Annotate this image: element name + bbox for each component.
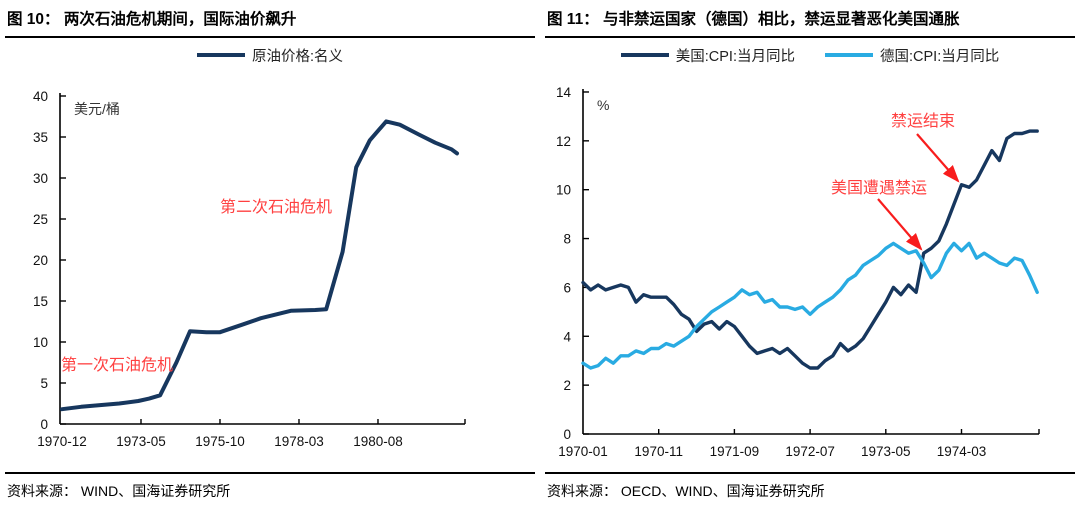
annotation-text: 美国遭遇禁运 [831, 179, 927, 197]
y-tick-label: 0 [563, 427, 571, 442]
annotation-arrow [877, 198, 923, 251]
x-tick-label: 1973-05 [861, 444, 911, 459]
series-line-1 [581, 241, 1039, 370]
legend-item: 原油价格:名义 [196, 45, 344, 66]
y-tick-label: 40 [33, 89, 48, 104]
figure-11-legend: 美国:CPI:当月同比 德国:CPI:当月同比 [545, 38, 1075, 72]
y-tick-label: 35 [33, 130, 48, 145]
y-tick-label: 5 [40, 376, 48, 391]
y-tick-label: 10 [33, 335, 48, 350]
y-tick-label: 8 [563, 232, 571, 247]
series-line-0 [60, 119, 459, 412]
annotation-arrow [916, 133, 960, 183]
legend-item: 德国:CPI:当月同比 [825, 45, 999, 66]
series-line-0 [581, 129, 1039, 370]
legend-line-swatch [825, 53, 873, 57]
annotation-text: 第一次石油危机 [61, 356, 173, 374]
legend-item: 美国:CPI:当月同比 [620, 45, 795, 66]
annotation-text: 第二次石油危机 [220, 198, 332, 216]
y-tick-label: 15 [33, 294, 48, 309]
legend-label: 原油价格:名义 [251, 48, 344, 65]
x-tick-label: 1978-03 [274, 434, 324, 449]
y-axis-unit-label: 美元/桶 [74, 101, 120, 117]
x-tick-label: 1975-10 [195, 434, 245, 449]
legend-line-swatch [196, 53, 245, 57]
x-tick-label: 1980-08 [353, 434, 403, 449]
y-tick-label: 2 [563, 378, 571, 393]
figure-10-source: 资料来源： WIND、国海证券研究所 [5, 472, 535, 501]
oil-price-line-chart: 0 5 10 15 20 25 30 35 40 1970-12 1973-05 1975-10 197… [33, 89, 466, 449]
figure-11-source: 资料来源： OECD、WIND、国海证券研究所 [545, 472, 1075, 501]
figure-10-title: 图 10： 两次石油危机期间，国际油价飙升 [5, 5, 535, 38]
x-tick-label: 1971-09 [710, 444, 760, 459]
y-tick-label: 20 [33, 253, 48, 268]
x-tick-label: 1970-01 [558, 444, 608, 459]
figure-10-panel: 图 10： 两次石油危机期间，国际油价飙升 原油价格:名义 0 5 10 15 20 25… [0, 5, 540, 501]
legend-label: 德国:CPI:当月同比 [880, 48, 1000, 65]
x-tick-label: 1970-12 [37, 434, 87, 449]
y-tick-label: 4 [563, 329, 571, 344]
cpi-comparison-line-chart: 0 2 4 6 8 10 12 14 1970-01 1970-11 1971-09 1972-07 1… [556, 85, 1040, 459]
y-tick-label: 14 [556, 85, 572, 100]
figure-10-legend: 原油价格:名义 [5, 38, 535, 72]
y-tick-label: 12 [556, 134, 571, 149]
x-tick-label: 1973-05 [116, 434, 166, 449]
x-tick-label: 1970-11 [634, 444, 683, 459]
y-tick-label: 25 [33, 212, 48, 227]
figure-11-title: 图 11： 与非禁运国家（德国）相比，禁运显著恶化美国通胀 [545, 5, 1075, 38]
x-tick-label: 1974-03 [937, 444, 987, 459]
legend-label: 美国:CPI:当月同比 [675, 48, 795, 65]
x-tick-label: 1972-07 [785, 444, 835, 459]
legend-line-swatch [620, 53, 669, 57]
y-tick-label: 6 [563, 280, 571, 295]
y-tick-label: 0 [40, 417, 48, 432]
annotation-text: 禁运结束 [891, 112, 955, 130]
y-tick-label: 10 [556, 183, 571, 198]
y-tick-label: 30 [33, 171, 48, 186]
figure-11-panel: 图 11： 与非禁运国家（德国）相比，禁运显著恶化美国通胀 美国:CPI:当月同… [540, 5, 1080, 501]
y-axis-unit-label: % [597, 97, 609, 113]
